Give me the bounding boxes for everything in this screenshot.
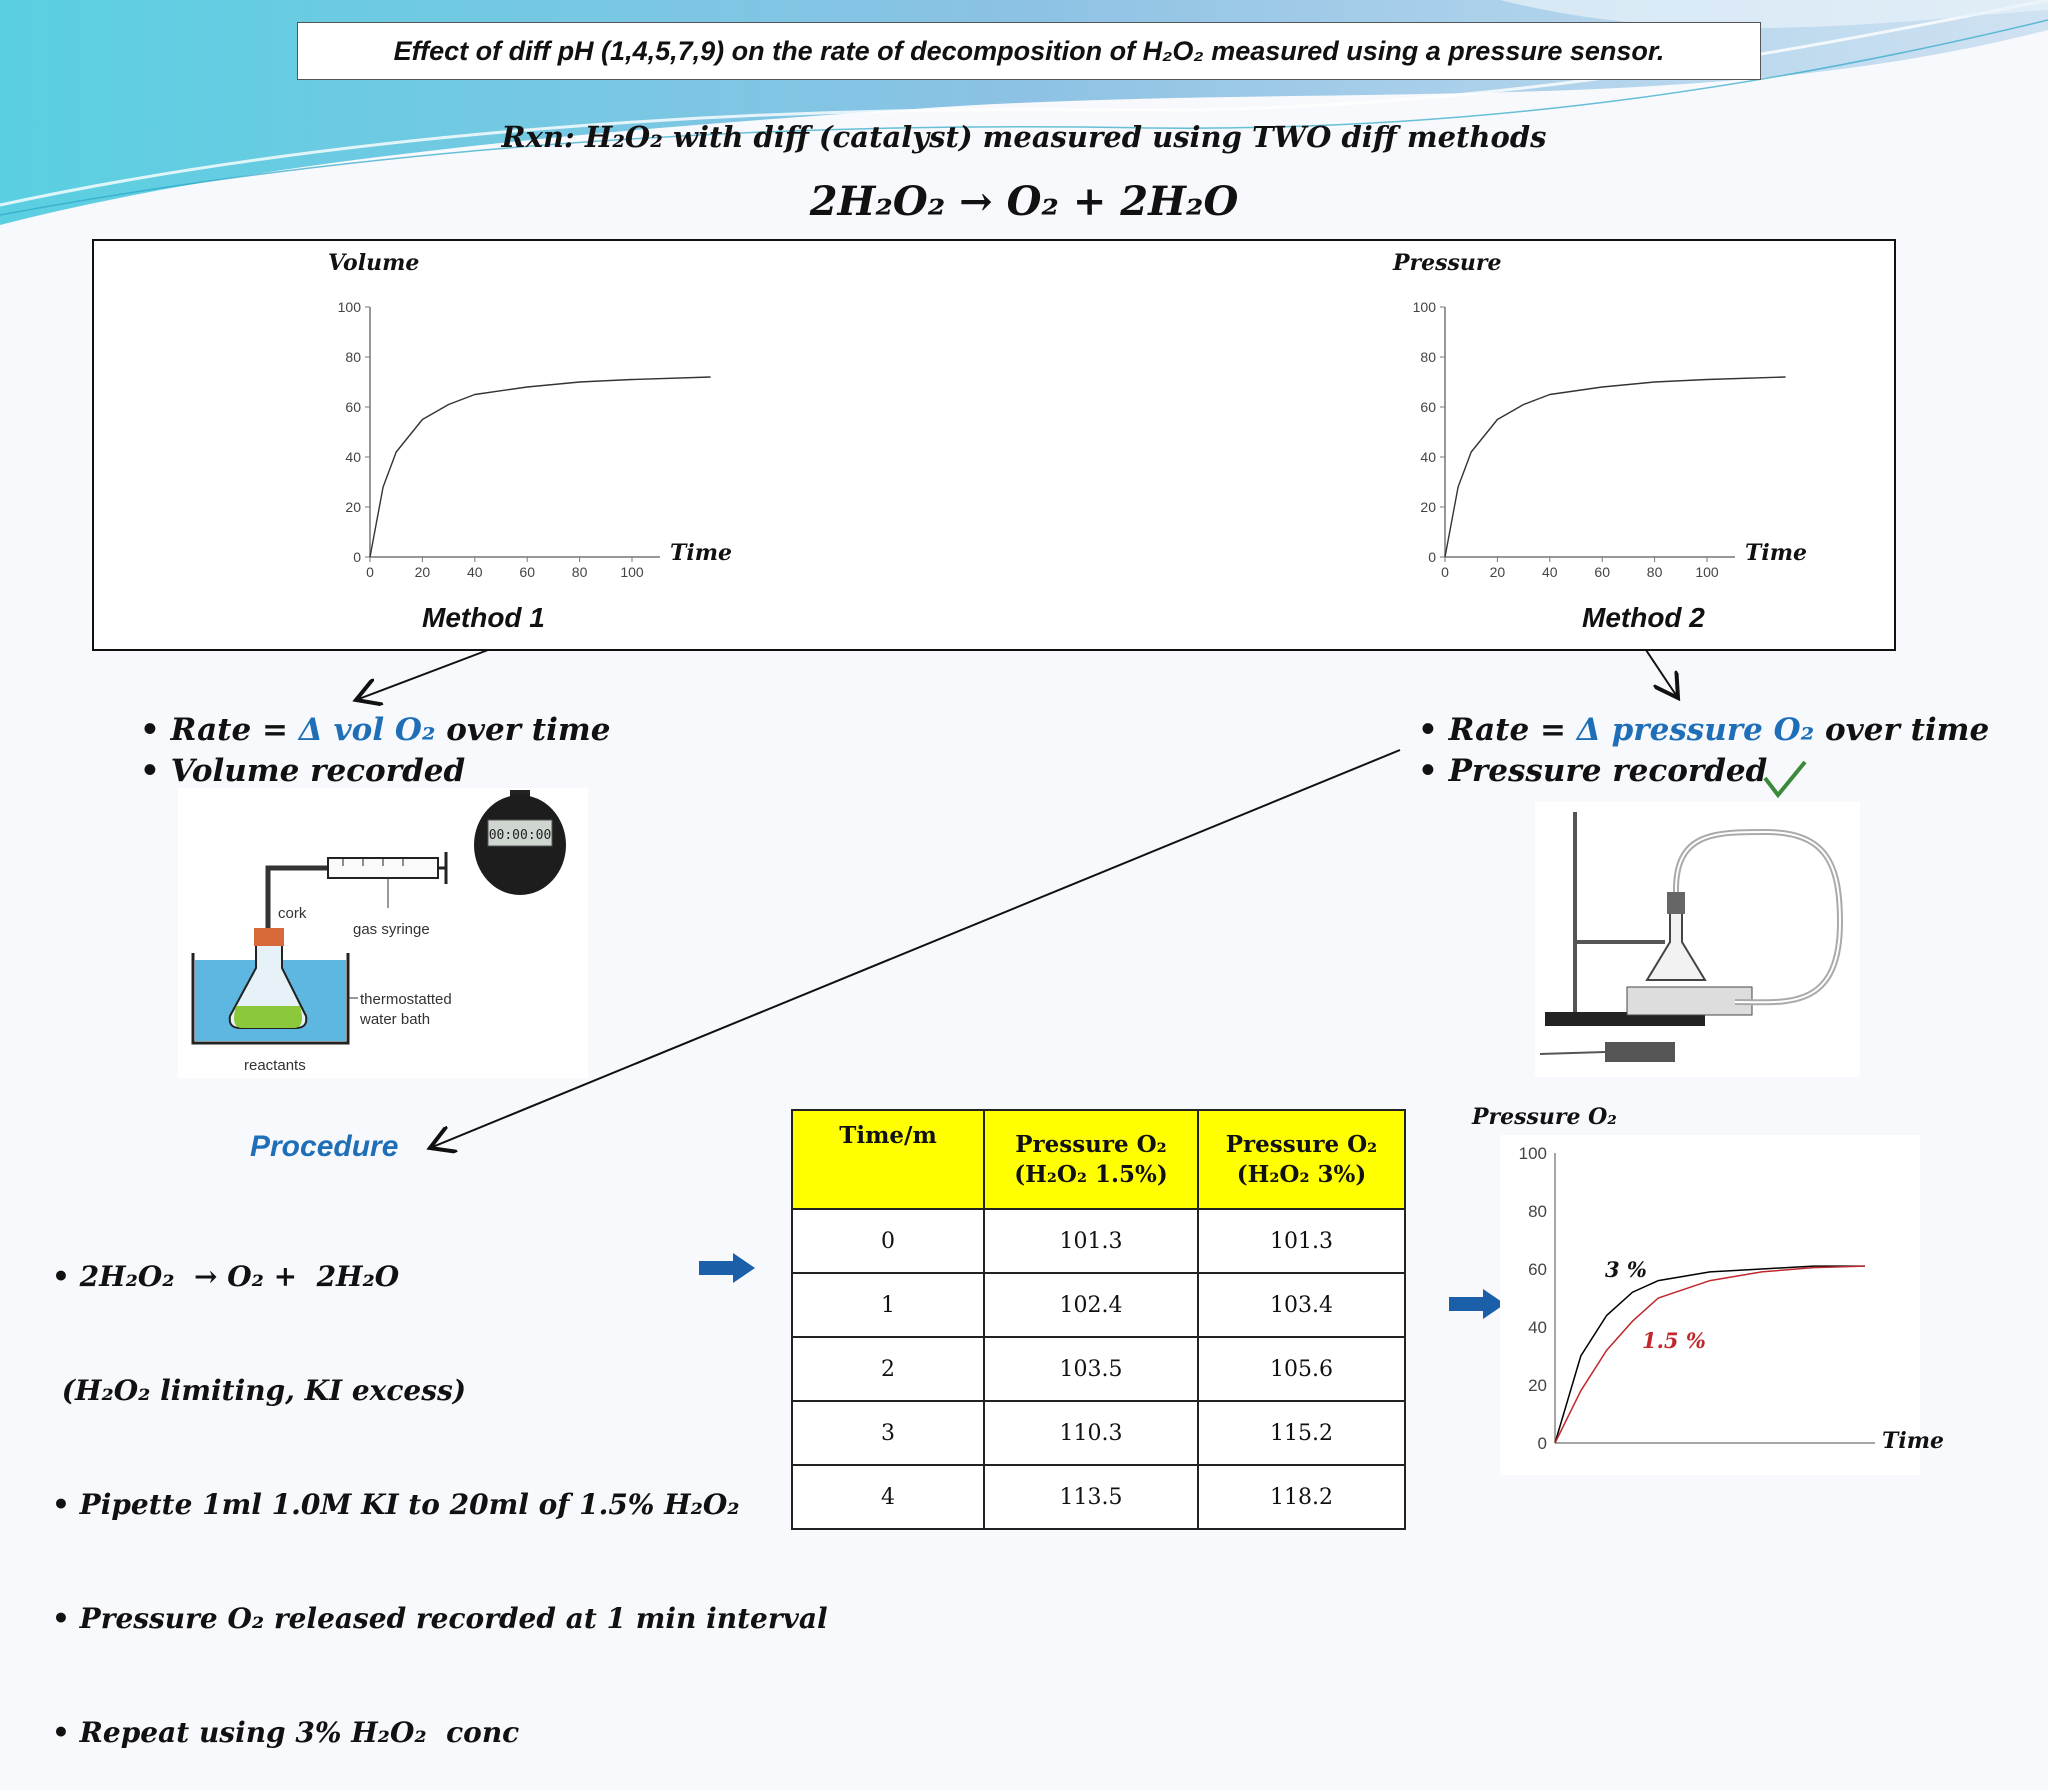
method2-recorded: Pressure recorded [1448,753,1768,789]
x-tick-label: 100 [620,564,644,580]
procedure-line: (H₂O₂ limiting, KI excess) [52,1374,466,1407]
table-row: 3 110.3 115.2 [791,1400,1406,1466]
x-tick-label: 40 [467,564,483,580]
table-header: Pressure O₂ (H₂O₂ 3%) [1197,1109,1406,1210]
table-row: 1 102.4 103.4 [791,1272,1406,1338]
method2-bullets: • Rate = Δ pressure O₂ over time • Press… [1418,712,1990,789]
arrow-method1 [356,649,489,700]
y-tick-label: 40 [1420,449,1436,465]
method1-delta: Δ vol O₂ [298,712,436,748]
y-tick-label: 80 [1420,349,1436,365]
method2-label: Method 2 [1582,602,1705,633]
x-tick-label: 40 [1542,564,1558,580]
x-tick-label: 20 [1490,564,1506,580]
table-header: Time/m [791,1109,985,1210]
y-tick-label: 20 [1528,1376,1547,1395]
y-tick-label: 40 [345,449,361,465]
arrow-method2 [1645,649,1678,698]
x-tick-label: 100 [1695,564,1719,580]
x-tick-label: 60 [1594,564,1610,580]
label-cork: cork [278,905,307,922]
procedure-line: • Pressure O₂ released recorded at 1 min… [52,1602,828,1635]
y-tick-label: 40 [1528,1318,1547,1337]
y-tick-label: 0 [1538,1434,1547,1453]
x-tick-label: 0 [366,564,374,580]
stopwatch-icon: 00:00:00 [474,790,566,895]
series-line [1554,1265,1865,1444]
series-label: 1.5 % [1642,1328,1706,1353]
y-tick-label: 60 [345,399,361,415]
method1-label: Method 1 [422,602,545,633]
chart1-xlabel: Time [670,540,733,566]
label-bath-2: water bath [359,1011,430,1028]
table-row: 4 113.5 118.2 [791,1464,1406,1530]
chart2-ylabel: Pressure [1393,250,1502,276]
right-arrow-icon [1449,1289,1505,1319]
y-tick-label: 80 [1528,1202,1547,1221]
connector-arrows [0,649,1807,1536]
pressure-comparison-chart: 0 20 40 60 80 100 3 % 1.5 % [1500,1135,1920,1475]
procedure-line: • Pipette 1ml 1.0M KI to 20ml of 1.5% H₂… [52,1488,740,1521]
y-tick-label: 20 [345,499,361,515]
x-tick-label: 20 [415,564,431,580]
procedure-line: • 2H₂O₂ → O₂ + 2H₂O [52,1260,400,1293]
reaction-equation: 2H₂O₂ → O₂ + 2H₂O [809,178,1239,225]
pressure-data-table: Time/m Pressure O₂ (H₂O₂ 1.5%) Pressure … [791,1109,1406,1530]
pressure-sensor-apparatus [1535,802,1860,1077]
y-tick-label: 0 [1428,549,1436,565]
x-tick-label: 0 [1441,564,1449,580]
pressure-time-chart: 0 20 40 60 80 100 0 20 40 60 80 100 [1405,285,1786,585]
method1-bullets: • Rate = Δ vol O₂ over time • Volume rec… [140,712,611,789]
procedure-line: • Repeat using 3% H₂O₂ conc [52,1716,520,1749]
reaction-line: Rxn: H₂O₂ with diff (catalyst) measured … [501,120,1547,154]
series-line [369,376,711,558]
right-arrow-icon [699,1253,755,1283]
x-tick-label: 80 [1647,564,1663,580]
y-tick-label: 0 [353,549,361,565]
label-bath-1: thermostatted [360,991,452,1008]
x-tick-label: 60 [519,564,535,580]
gas-syringe-apparatus: cork gas syringe thermostatted water bat… [178,788,588,1078]
procedure-title: Procedure [250,1130,399,1163]
chart3-xlabel: Time [1882,1428,1945,1454]
method2-delta: Δ pressure O₂ [1576,712,1815,748]
table-header: Pressure O₂ (H₂O₂ 1.5%) [983,1109,1199,1210]
method1-recorded: Volume recorded [170,753,466,789]
chart1-ylabel: Volume [328,250,420,276]
y-tick-label: 60 [1420,399,1436,415]
title-text: Effect of diff pH (1,4,5,7,9) on the rat… [393,35,1665,66]
series-line [1444,376,1786,558]
y-tick-label: 60 [1528,1260,1547,1279]
x-tick-label: 80 [572,564,588,580]
y-tick-label: 20 [1420,499,1436,515]
stopwatch-display: 00:00:00 [489,828,552,843]
volume-time-chart: 0 20 40 60 80 100 0 20 40 60 80 100 [330,285,711,585]
series-line [1554,1265,1866,1444]
label-reactants: reactants [244,1057,306,1074]
y-tick-label: 80 [345,349,361,365]
table-row: 0 101.3 101.3 [791,1208,1406,1274]
page-title: Effect of diff pH (1,4,5,7,9) on the rat… [297,22,1761,80]
chart3-ylabel: Pressure O₂ [1472,1104,1617,1130]
table-row: 2 103.5 105.6 [791,1336,1406,1402]
label-gas-syringe: gas syringe [353,921,430,938]
chart2-xlabel: Time [1745,540,1808,566]
y-tick-label: 100 [1413,299,1437,315]
y-tick-label: 100 [338,299,362,315]
series-label: 3 % [1605,1257,1647,1282]
arrow-to-procedure [430,749,1401,1148]
y-tick-label: 100 [1519,1144,1547,1163]
check-icon [1763,760,1807,799]
